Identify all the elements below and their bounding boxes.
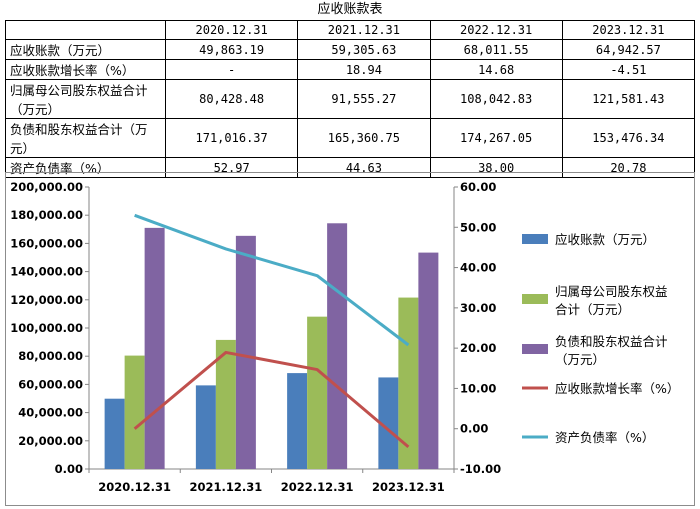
- bar-3: [327, 223, 348, 469]
- right-axis-tick-label: -10.00: [460, 462, 501, 476]
- table-cell: 121,581.43: [561, 79, 696, 119]
- bar-3: [235, 235, 256, 469]
- left-axis-tick-label: 80,000.00: [18, 349, 83, 363]
- bar-1: [195, 385, 216, 469]
- table-row: 应收账款（万元） 49,863.19 59,305.63 68,011.55 6…: [5, 39, 696, 60]
- legend-swatch: [522, 234, 548, 244]
- line-series-1: [133, 350, 410, 449]
- legend-label: 归属母公司股东权益: [555, 284, 668, 299]
- right-axis-tick-label: 60.00: [460, 180, 496, 194]
- table-cell: 18.94: [297, 59, 431, 80]
- bar-2: [215, 339, 236, 469]
- legend-label: 应收账款增长率（%）: [555, 381, 679, 396]
- row-label: 应收账款增长率（%）: [5, 59, 166, 80]
- column-header: 2022.12.31: [429, 20, 563, 40]
- left-axis-tick-label: 100,000.00: [10, 321, 83, 335]
- table-cell: -: [164, 59, 299, 80]
- table-cell: 108,042.83: [429, 79, 563, 119]
- line-series-2: [134, 213, 410, 347]
- column-header: 2021.12.31: [297, 20, 431, 40]
- legend-label: 资产负债率（%）: [555, 430, 654, 445]
- x-axis-tick-label: 2020.12.31: [98, 480, 171, 494]
- table-cell: 64,942.57: [561, 39, 696, 60]
- table-title: 应收账款表: [317, 2, 383, 17]
- table-row: 负债和股东权益合计（万元） 171,016.37 165,360.75 174,…: [5, 118, 696, 158]
- left-axis-tick-label: 180,000.00: [10, 208, 83, 222]
- bar-2: [398, 297, 419, 469]
- left-axis-tick-label: 40,000.00: [18, 406, 83, 420]
- table-row: 归属母公司股东权益合计（万元） 80,428.48 91,555.27 108,…: [5, 79, 696, 119]
- table-cell: 165,360.75: [297, 118, 431, 158]
- row-label: 归属母公司股东权益合计（万元）: [5, 79, 166, 119]
- left-axis-tick-label: 160,000.00: [10, 236, 83, 250]
- row-label: 应收账款（万元）: [5, 39, 166, 60]
- table-row: 应收账款增长率（%） - 18.94 14.68 -4.51: [5, 59, 696, 80]
- bar-1: [104, 398, 125, 469]
- bar-3: [418, 252, 439, 469]
- x-axis-tick-label: 2022.12.31: [281, 480, 354, 494]
- left-axis-tick-label: 120,000.00: [10, 293, 83, 307]
- table-cell: -4.51: [561, 59, 696, 80]
- table-corner-cell: [5, 20, 166, 40]
- legend-label: 应收账款（万元）: [555, 232, 655, 247]
- table-cell: 153,476.34: [561, 118, 696, 158]
- table-header-row: 2020.12.31 2021.12.31 2022.12.31 2023.12…: [5, 20, 696, 40]
- right-axis-tick-label: 40.00: [460, 261, 496, 275]
- table-cell: 171,016.37: [164, 118, 299, 158]
- x-axis-tick-label: 2021.12.31: [189, 480, 262, 494]
- left-axis-tick-label: 0.00: [55, 462, 83, 476]
- table-cell: 68,011.55: [429, 39, 563, 60]
- legend-label: （万元）: [555, 352, 605, 367]
- column-header: 2020.12.31: [164, 20, 299, 40]
- bar-1: [287, 373, 308, 469]
- right-axis-tick-label: 10.00: [460, 381, 496, 395]
- bar-2: [307, 316, 328, 469]
- table-cell: 91,555.27: [297, 79, 431, 119]
- legend-label: 负债和股东权益合计: [555, 334, 668, 349]
- data-table: 2020.12.31 2021.12.31 2022.12.31 2023.12…: [5, 20, 696, 178]
- legend-swatch: [522, 344, 548, 354]
- x-axis-tick-label: 2023.12.31: [372, 480, 445, 494]
- table-cell: 14.68: [429, 59, 563, 80]
- row-label: 负债和股东权益合计（万元）: [5, 118, 166, 158]
- right-axis-tick-label: 50.00: [460, 220, 496, 234]
- table-cell: 59,305.63: [297, 39, 431, 60]
- right-axis-tick-label: 20.00: [460, 341, 496, 355]
- left-axis-tick-label: 140,000.00: [10, 265, 83, 279]
- bar-2: [124, 355, 145, 469]
- left-axis-tick-label: 60,000.00: [18, 377, 83, 391]
- combo-chart: 0.00 20,000.00 40,000.00 60,000.00 80,000.00…: [10, 180, 679, 494]
- legend-swatch: [522, 294, 548, 304]
- table-cell: 174,267.05: [429, 118, 563, 158]
- table-cell: 80,428.48: [164, 79, 299, 119]
- left-axis-tick-label: 20,000.00: [18, 434, 83, 448]
- bar-3: [144, 227, 165, 469]
- left-axis-tick-label: 200,000.00: [10, 180, 83, 194]
- right-axis-tick-label: 30.00: [460, 301, 496, 315]
- right-axis-tick-label: 0.00: [460, 422, 488, 436]
- column-header: 2023.12.31: [561, 20, 696, 40]
- bar-1: [378, 377, 399, 469]
- legend-label: 合计（万元）: [555, 302, 630, 317]
- chart-frame: 0.00 20,000.00 40,000.00 60,000.00 80,000.00…: [5, 172, 695, 506]
- table-cell: 49,863.19: [164, 39, 299, 60]
